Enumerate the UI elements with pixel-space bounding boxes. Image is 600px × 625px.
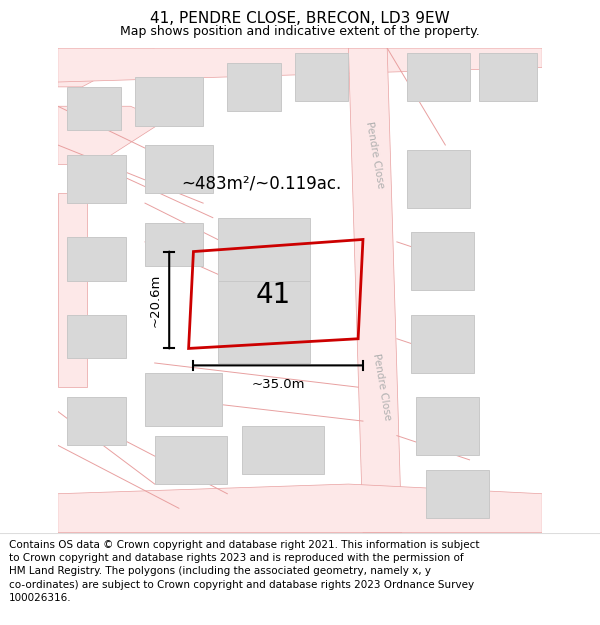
Polygon shape	[479, 53, 538, 101]
Polygon shape	[412, 232, 475, 290]
Polygon shape	[67, 314, 125, 358]
Polygon shape	[67, 397, 125, 445]
Polygon shape	[67, 154, 125, 203]
Polygon shape	[145, 372, 223, 426]
Polygon shape	[58, 194, 87, 387]
Text: ~483m²/~0.119ac.: ~483m²/~0.119ac.	[181, 175, 341, 192]
Polygon shape	[407, 53, 470, 101]
Polygon shape	[145, 222, 203, 266]
Polygon shape	[155, 436, 227, 484]
Text: ~35.0m: ~35.0m	[251, 378, 305, 391]
Text: 41, PENDRE CLOSE, BRECON, LD3 9EW: 41, PENDRE CLOSE, BRECON, LD3 9EW	[150, 11, 450, 26]
Polygon shape	[295, 53, 349, 101]
Polygon shape	[136, 77, 203, 126]
Polygon shape	[349, 48, 402, 532]
Text: 41: 41	[256, 281, 291, 309]
Polygon shape	[58, 48, 155, 87]
Polygon shape	[412, 314, 475, 372]
Polygon shape	[67, 237, 125, 281]
Polygon shape	[58, 484, 542, 532]
Polygon shape	[407, 150, 470, 208]
Polygon shape	[227, 62, 281, 111]
Text: Contains OS data © Crown copyright and database right 2021. This information is : Contains OS data © Crown copyright and d…	[9, 540, 479, 602]
Text: Map shows position and indicative extent of the property.: Map shows position and indicative extent…	[120, 24, 480, 38]
Polygon shape	[58, 106, 164, 164]
Polygon shape	[242, 426, 324, 474]
Polygon shape	[218, 281, 310, 363]
Text: Pendre Close: Pendre Close	[364, 121, 386, 189]
Polygon shape	[145, 145, 213, 194]
Text: Pendre Close: Pendre Close	[371, 353, 393, 421]
Polygon shape	[426, 469, 489, 518]
Polygon shape	[58, 48, 542, 82]
Polygon shape	[218, 217, 310, 281]
Polygon shape	[416, 397, 479, 455]
Polygon shape	[67, 87, 121, 131]
Text: ~20.6m: ~20.6m	[149, 273, 162, 327]
